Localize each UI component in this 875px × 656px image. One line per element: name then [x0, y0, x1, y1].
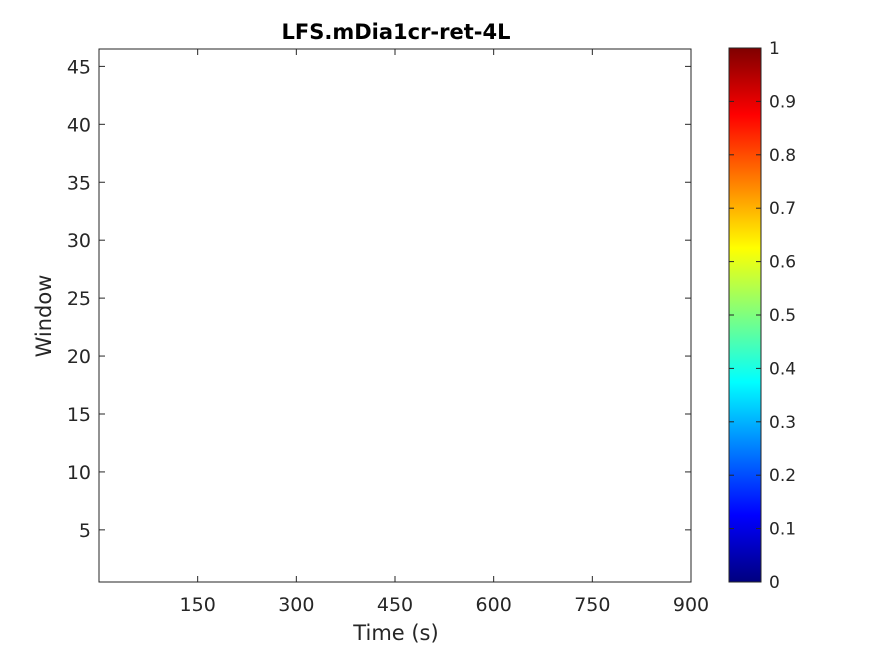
y-tick-label: 10 [67, 462, 91, 484]
colorbar-tick-label: 0.8 [769, 146, 796, 166]
y-axis: 5 10 15 20 25 30 35 40 45 [67, 56, 691, 542]
y-tick-label: 5 [79, 520, 91, 542]
chart-title: LFS.mDia1cr-ret-4L [282, 20, 511, 44]
colorbar-tick-label: 0.2 [769, 466, 796, 486]
x-tick-label: 300 [278, 594, 314, 616]
y-tick-label: 15 [67, 404, 91, 426]
x-tick-label: 450 [377, 594, 413, 616]
x-tick-label: 600 [476, 594, 512, 616]
colorbar-tick-label: 0.5 [769, 306, 796, 326]
x-tick-label: 900 [673, 594, 709, 616]
colorbar-tick-label: 0 [769, 573, 780, 593]
y-tick-label: 25 [67, 288, 91, 310]
x-tick-label: 150 [180, 594, 216, 616]
colorbar-tick-label: 0.1 [769, 520, 796, 540]
colorbar-tick-label: 1 [769, 39, 780, 59]
colorbar: 0 0.1 0.2 0.3 0.4 0.5 0.6 0.7 0.8 0.9 1 [728, 39, 796, 593]
x-tick-label: 750 [574, 594, 610, 616]
colorbar-tick-label: 0.3 [769, 413, 796, 433]
colorbar-tick-label: 0.4 [769, 359, 796, 379]
y-tick-label: 40 [67, 114, 91, 136]
colorbar-tick-label: 0.6 [769, 253, 796, 273]
colorbar-tick-label: 0.7 [769, 199, 796, 219]
y-tick-label: 30 [67, 230, 91, 252]
colorbar-ticks: 0 0.1 0.2 0.3 0.4 0.5 0.6 0.7 0.8 0.9 1 [729, 39, 796, 593]
y-tick-label: 20 [67, 346, 91, 368]
x-axis-title: Time (s) [352, 621, 438, 645]
colorbar-tick-label: 0.9 [769, 92, 796, 112]
plot-area [98, 48, 692, 583]
x-axis: 150 300 450 600 750 900 [180, 49, 709, 616]
y-tick-label: 45 [67, 56, 91, 78]
y-axis-title: Window [32, 275, 56, 358]
colorbar-gradient [728, 47, 762, 583]
y-tick-label: 35 [67, 172, 91, 194]
